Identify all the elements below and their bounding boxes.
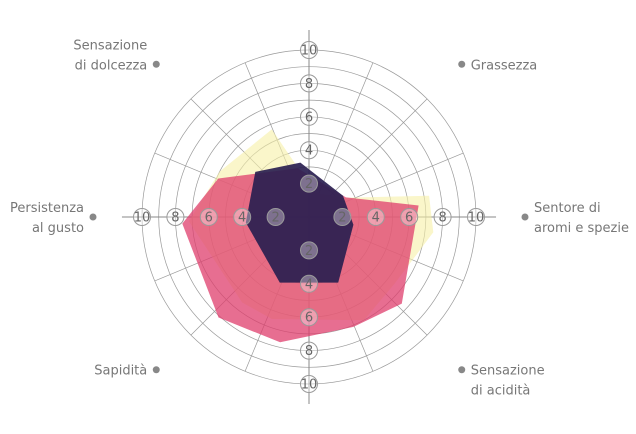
tick-badge (300, 141, 318, 160)
tick-label: 4 (305, 144, 313, 159)
tick-badge (166, 208, 185, 226)
tick-label: 8 (438, 211, 446, 226)
tick-badge (300, 41, 318, 59)
tick-label: 10 (134, 211, 151, 226)
tick-label: 6 (305, 110, 313, 125)
tick-badge (199, 208, 218, 226)
radar-axis-labels: Grassezza Sentore di aromi e spezie Sensazi… (10, 38, 629, 398)
tick-badge (300, 107, 318, 126)
axis-label: Sensazione (471, 364, 545, 379)
tick-label: 6 (405, 211, 413, 226)
series-area-3 (245, 162, 354, 283)
tick-label: 8 (305, 77, 313, 92)
tick-label: 4 (238, 211, 246, 226)
axis-label: Sensazione (73, 38, 147, 53)
tick-badge (333, 208, 352, 226)
tick-badge (400, 208, 419, 226)
tick-label: 8 (171, 211, 179, 226)
radar-series (182, 129, 434, 343)
axis-dot (152, 60, 160, 68)
axis-label: Sapidità (94, 364, 147, 379)
axis-dot (152, 366, 160, 374)
tick-badge (300, 241, 318, 260)
tick-badge (233, 208, 252, 226)
tick-badge (266, 208, 285, 226)
tick-label: 10 (301, 378, 318, 393)
tick-label: 10 (301, 44, 318, 59)
tick-badge (300, 375, 318, 393)
axis-dot (89, 213, 97, 221)
tick-badge (300, 308, 318, 327)
tick-badge (300, 74, 318, 93)
tick-label: 8 (305, 344, 313, 359)
axis-dot (521, 213, 529, 221)
tick-badge (300, 341, 318, 360)
tick-label: 6 (305, 311, 313, 326)
tick-badge (433, 208, 452, 226)
axis-label: aromi e spezie (534, 221, 629, 236)
axis-label: Sentore di (534, 201, 601, 216)
tick-label: 4 (305, 277, 313, 292)
axis-label: di dolcezza (75, 58, 148, 73)
tick-badge (366, 208, 385, 226)
tick-label: 6 (205, 211, 213, 226)
tick-label: 10 (468, 211, 485, 226)
tick-badge (300, 274, 318, 293)
tick-badge (133, 208, 151, 226)
axis-dot (458, 60, 466, 68)
axis-label: al gusto (32, 221, 84, 236)
tick-label: 2 (305, 177, 313, 192)
tick-badge (300, 174, 318, 193)
axis-label: Grassezza (471, 58, 538, 73)
tick-label: 2 (338, 211, 346, 226)
tick-badge (467, 208, 485, 226)
tick-label: 4 (372, 211, 380, 226)
tick-label: 2 (305, 244, 313, 259)
tick-label: 2 (271, 211, 279, 226)
axis-label: Persistenza (10, 201, 84, 216)
radar-scale-labels: 2 4 6 8 10 2 4 6 8 10 2 4 6 8 10 2 4 6 8 10 (133, 41, 485, 393)
axis-dot (458, 366, 466, 374)
axis-label: di acidità (471, 384, 531, 399)
